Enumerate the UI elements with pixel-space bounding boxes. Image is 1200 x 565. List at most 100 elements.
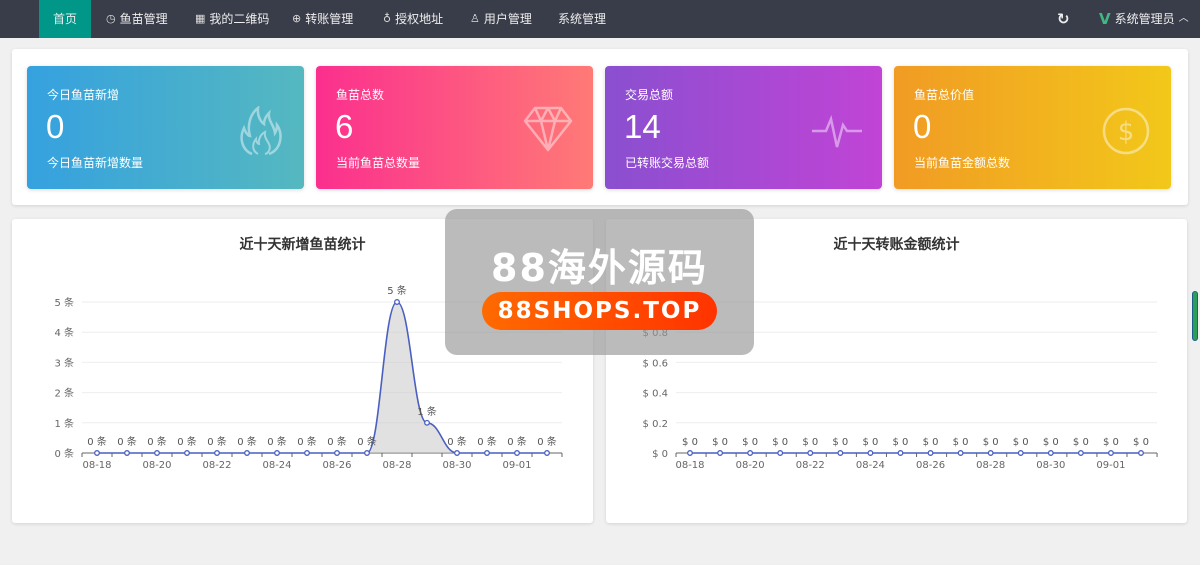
data-label: 0 条: [237, 435, 257, 448]
stat-card-fish-value: 鱼苗总价值 0 当前鱼苗金额总数 $: [894, 66, 1171, 189]
watermark-title: 88海外源码: [491, 246, 708, 290]
data-point: [394, 299, 400, 305]
data-point: [364, 450, 370, 456]
nav-qrcode[interactable]: ▦ 我的二维码: [195, 0, 269, 38]
x-tick-label: 08-24: [856, 460, 885, 471]
stat-card-today-new: 今日鱼苗新增 0 今日鱼苗新增数量: [27, 66, 304, 189]
nav-auth-address[interactable]: ♁ 授权地址: [383, 0, 443, 38]
x-tick-label: 09-01: [502, 460, 531, 471]
data-point: [274, 450, 280, 456]
data-label: 0 条: [117, 435, 137, 448]
data-label: $ 0: [1133, 437, 1149, 448]
data-label: 0 条: [147, 435, 167, 448]
chart-title: 近十天新增鱼苗统计: [239, 237, 366, 253]
y-tick-label: 0 条: [54, 447, 74, 460]
qrcode-icon: ▦: [195, 12, 206, 25]
card-value: 0: [913, 108, 932, 145]
data-label: $ 0: [862, 437, 878, 448]
data-point: [124, 450, 130, 456]
vue-logo-icon: V: [1099, 10, 1111, 28]
data-point: [184, 450, 190, 456]
dollar-icon: $: [1102, 107, 1150, 155]
data-label: $ 0: [832, 437, 848, 448]
y-tick-label: $ 0: [652, 449, 668, 460]
x-tick-label: 08-28: [382, 460, 411, 471]
card-value: 14: [624, 108, 661, 145]
stat-card-fish-total: 鱼苗总数 6 当前鱼苗总数量: [316, 66, 593, 189]
data-point: [837, 450, 844, 456]
data-point: [1047, 450, 1054, 456]
clock-icon: ◷: [106, 12, 116, 25]
refresh-icon[interactable]: ↻: [1057, 10, 1070, 28]
data-point: [717, 450, 724, 456]
y-tick-label: 3 条: [54, 356, 74, 369]
data-label: 0 条: [177, 435, 197, 448]
data-point: [1017, 450, 1024, 456]
y-tick-label: $ 0.2: [643, 419, 668, 430]
user-menu[interactable]: V 系统管理员 ︿: [1099, 0, 1189, 38]
data-point: [1077, 450, 1084, 456]
data-label: $ 0: [953, 437, 969, 448]
data-label: 0 条: [507, 435, 527, 448]
card-value: 0: [46, 108, 65, 145]
pulse-icon: [812, 114, 862, 148]
card-desc: 当前鱼苗总数量: [336, 156, 421, 170]
scrollbar[interactable]: [1192, 291, 1198, 341]
data-label: 0 条: [327, 435, 347, 448]
x-tick-label: 08-18: [675, 460, 704, 471]
data-label: 5 条: [387, 284, 407, 297]
x-tick-label: 08-26: [322, 460, 351, 471]
nav-fish-manage[interactable]: ◷ 鱼苗管理: [106, 0, 168, 38]
nav-transfer[interactable]: ⊕ 转账管理: [292, 0, 353, 38]
data-label: $ 0: [802, 437, 818, 448]
data-point: [514, 450, 520, 456]
fire-icon: [240, 106, 282, 156]
data-label: $ 0: [1073, 437, 1089, 448]
diamond-icon: [523, 106, 573, 152]
data-point: [214, 450, 220, 456]
nav-system[interactable]: 系统管理: [558, 0, 606, 38]
data-label: 0 条: [447, 435, 467, 448]
nav-home[interactable]: 首页: [39, 0, 91, 38]
location-icon: ♁: [383, 12, 392, 25]
nav-label: 系统管理: [558, 12, 607, 26]
data-label: $ 0: [1103, 437, 1119, 448]
data-label: $ 0: [923, 437, 939, 448]
x-tick-label: 08-22: [796, 460, 825, 471]
data-point: [987, 450, 994, 456]
data-point: [334, 450, 340, 456]
x-tick-label: 08-28: [976, 460, 1005, 471]
card-title: 交易总额: [625, 88, 674, 102]
user-name: 系统管理员: [1114, 12, 1175, 26]
x-tick-label: 08-26: [916, 460, 945, 471]
data-point: [897, 450, 904, 456]
card-title: 鱼苗总价值: [914, 88, 975, 102]
x-tick-label: 08-20: [736, 460, 765, 471]
x-tick-label: 08-30: [442, 460, 471, 471]
user-icon: ♙: [470, 12, 480, 25]
data-label: 0 条: [207, 435, 227, 448]
yen-icon: ⊕: [292, 12, 302, 25]
nav-user-manage[interactable]: ♙ 用户管理: [470, 0, 532, 38]
data-label: $ 0: [682, 437, 698, 448]
card-title: 今日鱼苗新增: [47, 88, 120, 102]
data-label: 0 条: [357, 435, 377, 448]
nav-label: 我的二维码: [209, 12, 270, 26]
svg-text:$: $: [1118, 117, 1135, 147]
transfer-chart: $ 0$ 0.2$ 0.4$ 0.6$ 0.808-1808-2008-2208…: [643, 301, 1158, 471]
card-desc: 已转账交易总额: [625, 156, 710, 170]
data-point: [747, 450, 754, 456]
y-tick-label: 4 条: [54, 326, 74, 339]
card-desc: 当前鱼苗金额总数: [914, 156, 1011, 170]
stat-card-trade-total: 交易总额 14 已转账交易总额: [605, 66, 882, 189]
watermark-url: 88SHOPS.TOP: [482, 292, 717, 330]
fish-chart: 0 条 1 条 2 条 3 条 4 条 5 条 08-18 08-20 08-22 08-24 08…: [54, 284, 563, 471]
nav-label: 转账管理: [305, 12, 354, 26]
y-tick-label: 5 条: [54, 296, 74, 309]
data-point: [484, 450, 490, 456]
x-tick-label: 08-18: [82, 460, 111, 471]
card-desc: 今日鱼苗新增数量: [47, 156, 144, 170]
data-label: $ 0: [893, 437, 909, 448]
data-point: [424, 419, 430, 426]
data-point: [244, 450, 250, 456]
